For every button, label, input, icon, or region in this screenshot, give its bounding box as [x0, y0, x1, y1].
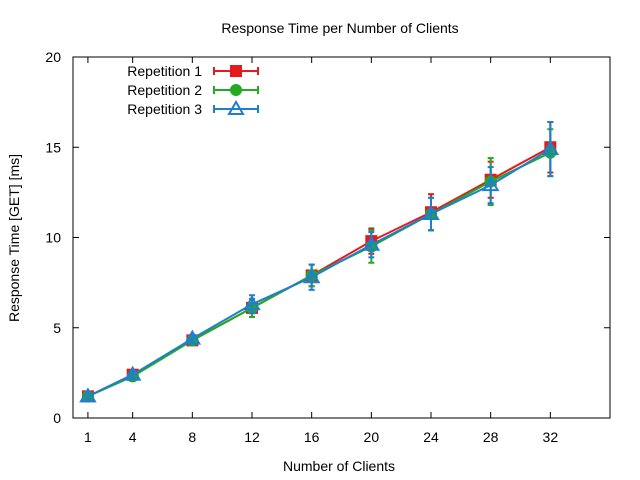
y-tick-label: 0 — [53, 410, 61, 426]
x-tick-label: 24 — [423, 429, 439, 445]
y-axis: 0 5 10 15 20 — [45, 49, 610, 426]
x-tick-label: 20 — [364, 429, 380, 445]
legend-label: Repetition 2 — [127, 82, 202, 98]
x-tick-label: 8 — [188, 429, 196, 445]
legend-item: Repetition 1 — [127, 63, 259, 79]
data-point — [422, 205, 440, 221]
y-tick-label: 5 — [53, 320, 61, 336]
x-axis: 1 4 8 12 16 20 24 28 32 — [84, 57, 558, 445]
y-tick-label: 20 — [45, 49, 61, 65]
y-tick-label: 10 — [45, 230, 61, 246]
legend-marker — [230, 84, 242, 96]
data-point — [541, 140, 560, 156]
chart-title: Response Time per Number of Clients — [221, 20, 458, 36]
x-tick-label: 4 — [129, 429, 137, 445]
series-layer — [79, 120, 560, 403]
legend-label: Repetition 3 — [127, 101, 202, 117]
data-point — [183, 329, 202, 345]
x-axis-label: Number of Clients — [283, 458, 395, 474]
legend-marker — [227, 100, 245, 115]
legend-item: Repetition 2 — [127, 82, 259, 98]
data-point — [79, 387, 97, 403]
legend-marker — [230, 65, 242, 77]
data-point — [481, 176, 500, 192]
series-3 — [79, 120, 560, 403]
legend-item: Repetition 3 — [127, 100, 259, 117]
data-point — [123, 365, 142, 381]
y-axis-label: Response Time [GET] [ms] — [6, 154, 22, 322]
series-1 — [81, 120, 557, 403]
x-tick-label: 28 — [483, 429, 499, 445]
legend-label: Repetition 1 — [127, 63, 202, 79]
data-point — [302, 268, 321, 284]
x-tick-label: 1 — [84, 429, 92, 445]
data-point — [362, 235, 381, 251]
x-tick-label: 32 — [543, 429, 559, 445]
x-tick-label: 12 — [244, 429, 260, 445]
y-tick-label: 15 — [45, 139, 61, 155]
legend: Repetition 1 Repetition 2 Repetition 3 — [127, 63, 259, 117]
data-point — [243, 295, 261, 311]
x-tick-label: 16 — [304, 429, 320, 445]
